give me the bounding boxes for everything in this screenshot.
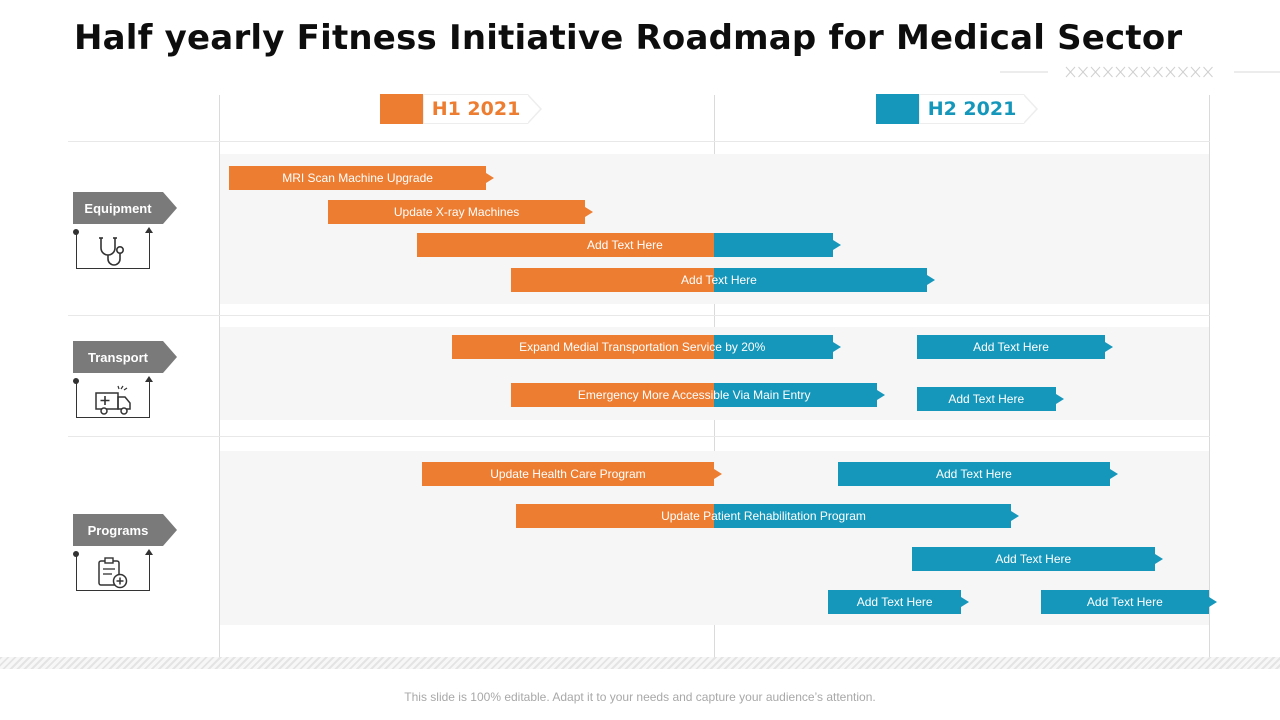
task-bar-arrow [486, 173, 495, 183]
category-tag: Programs [73, 514, 163, 546]
h2-color-square [876, 94, 919, 124]
task-bar-h2-segment [713, 268, 927, 292]
stethoscope-icon [99, 237, 124, 266]
task-bar: Add Text Here [912, 547, 1163, 571]
task-bar-label: Add Text Here [856, 595, 933, 609]
task-bar-label: Expand Medial Transportation Service by … [519, 340, 766, 354]
row-divider [68, 436, 1210, 437]
task-bar-label: Add Text Here [973, 340, 1049, 354]
task-bar: Update Patient Rehabilitation Program [516, 504, 1019, 528]
period-h2-header: H2 2021 [876, 94, 1046, 125]
task-bar: Update Health Care Program [421, 462, 722, 486]
grid-line-start [219, 95, 220, 657]
grid-line-end [1209, 95, 1210, 657]
category-tag: Transport [73, 341, 163, 373]
task-bar-h2-segment [916, 387, 1056, 411]
footer-divider [0, 657, 1280, 669]
task-bar-h2-segment [916, 335, 1106, 359]
task-bar: Add Text Here [417, 233, 841, 257]
task-bar: Add Text Here [511, 268, 935, 292]
task-bar-h1-segment [451, 335, 714, 359]
task-bar-h2-segment [837, 462, 1110, 486]
task-bar-label: Add Text Here [935, 467, 1012, 481]
page-title: Half yearly Fitness Initiative Roadmap f… [74, 18, 1183, 58]
task-bar: Expand Medial Transportation Service by … [451, 335, 841, 359]
category-tag: Equipment [73, 192, 163, 224]
row-divider [68, 315, 1210, 316]
clipboard-add-icon [98, 557, 128, 589]
category-programs: Programs [73, 514, 193, 604]
period-h1-header: H1 2021 [380, 94, 550, 125]
task-bar-h1-segment [421, 462, 714, 486]
task-bar-arrow [1110, 469, 1118, 479]
task-bar-label: Add Text Here [681, 273, 757, 287]
task-bar-h2-segment [827, 590, 962, 614]
task-bar-arrow [877, 390, 886, 400]
h1-color-square [380, 94, 423, 124]
task-bar-h2-segment [912, 547, 1155, 571]
footer-note: This slide is 100% editable. Adapt it to… [404, 690, 876, 704]
task-bar-h2-segment [714, 233, 833, 257]
task-bar-h1-segment [417, 233, 714, 257]
decorative-cross-line [1000, 66, 1280, 78]
task-bar-label: Update Patient Rehabilitation Program [661, 509, 866, 523]
task-bar-label: Update Health Care Program [490, 467, 646, 481]
task-bar-label: Add Text Here [948, 392, 1025, 406]
task-bar-arrow [1154, 554, 1163, 564]
task-bar-label: Add Text Here [1086, 595, 1163, 609]
task-bar-h2-segment [714, 504, 1011, 528]
task-bar: Add Text Here [837, 462, 1118, 486]
ambulance-icon [95, 385, 131, 415]
row-divider [68, 141, 1210, 142]
task-bar-arrow [1011, 511, 1019, 521]
task-bar: Emergency More Accessible Via Main Entry [511, 383, 886, 407]
task-bar: Add Text Here [1040, 590, 1217, 614]
task-bar-label: Emergency More Accessible Via Main Entry [577, 388, 811, 402]
task-bar-arrow [961, 597, 970, 607]
task-bar-label: Update X-ray Machines [393, 205, 520, 219]
category-equipment: Equipment [73, 192, 193, 282]
task-bar: Update X-ray Machines [327, 200, 594, 224]
task-bar-h1-segment [228, 166, 487, 190]
task-bar-h1-segment [511, 268, 714, 292]
h1-label: H1 2021 [423, 94, 528, 124]
h2-label: H2 2021 [919, 94, 1024, 124]
task-bar-arrow [713, 469, 722, 479]
task-bar-arrow [1055, 394, 1064, 404]
task-bar-arrow [1105, 342, 1114, 352]
task-bar: MRI Scan Machine Upgrade [228, 166, 495, 190]
task-bar-arrow [585, 207, 594, 217]
task-bar-arrow [926, 275, 935, 285]
task-bar-h1-segment [511, 383, 714, 407]
task-bar: Add Text Here [916, 387, 1064, 411]
task-bar-h2-segment [1040, 590, 1209, 614]
task-bar-h1-segment [327, 200, 586, 224]
task-bar-label: MRI Scan Machine Upgrade [282, 171, 433, 185]
task-bar-arrow [832, 342, 841, 352]
task-bar-label: Add Text Here [995, 552, 1072, 566]
task-bar-arrow [1208, 597, 1217, 607]
task-bar-arrow [832, 240, 841, 250]
task-bar-h2-segment [713, 383, 878, 407]
task-bar-h2-segment [713, 335, 833, 359]
task-bar: Add Text Here [916, 335, 1114, 359]
category-transport: Transport [73, 341, 193, 431]
task-bar-label: Add Text Here [586, 238, 663, 252]
task-bar: Add Text Here [827, 590, 970, 614]
task-bar-h1-segment [516, 504, 714, 528]
